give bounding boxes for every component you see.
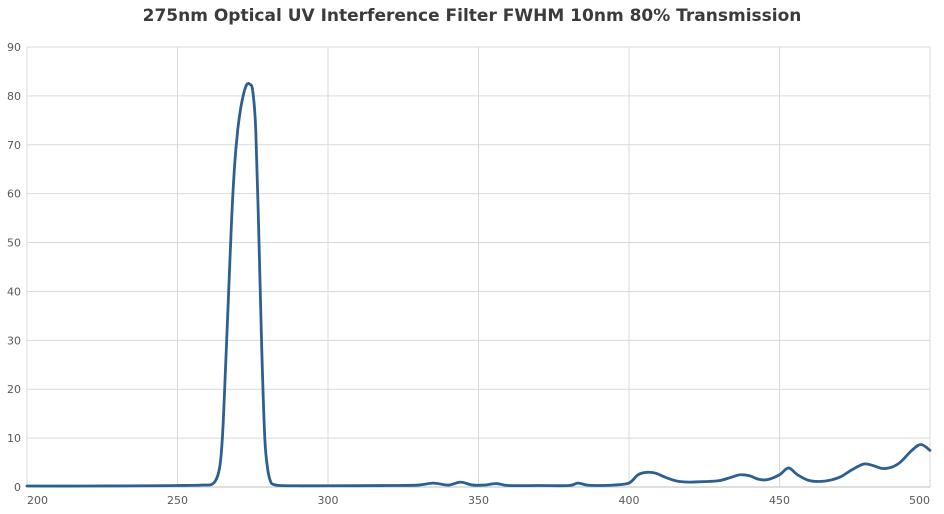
y-tick-label: 30 bbox=[7, 334, 21, 347]
y-tick-label: 50 bbox=[7, 237, 21, 250]
y-tick-label: 90 bbox=[7, 41, 21, 54]
x-tick-label: 350 bbox=[468, 494, 489, 507]
y-tick-label: 40 bbox=[7, 285, 21, 298]
y-tick-label: 70 bbox=[7, 139, 21, 152]
y-tick-label: 60 bbox=[7, 188, 21, 201]
chart-title: 275nm Optical UV Interference Filter FWH… bbox=[142, 6, 802, 26]
x-tick-label: 450 bbox=[769, 494, 790, 507]
y-tick-label: 20 bbox=[7, 383, 21, 396]
x-tick-label: 400 bbox=[619, 494, 640, 507]
y-tick-label: 10 bbox=[7, 432, 21, 445]
x-tick-label: 500 bbox=[909, 494, 930, 507]
series-line-0 bbox=[25, 82, 932, 488]
x-tick-label: 200 bbox=[27, 494, 48, 507]
x-tick-label: 250 bbox=[167, 494, 188, 507]
y-tick-label: 0 bbox=[14, 481, 21, 494]
x-tick-label: 300 bbox=[318, 494, 339, 507]
y-tick-label: 80 bbox=[7, 90, 21, 103]
